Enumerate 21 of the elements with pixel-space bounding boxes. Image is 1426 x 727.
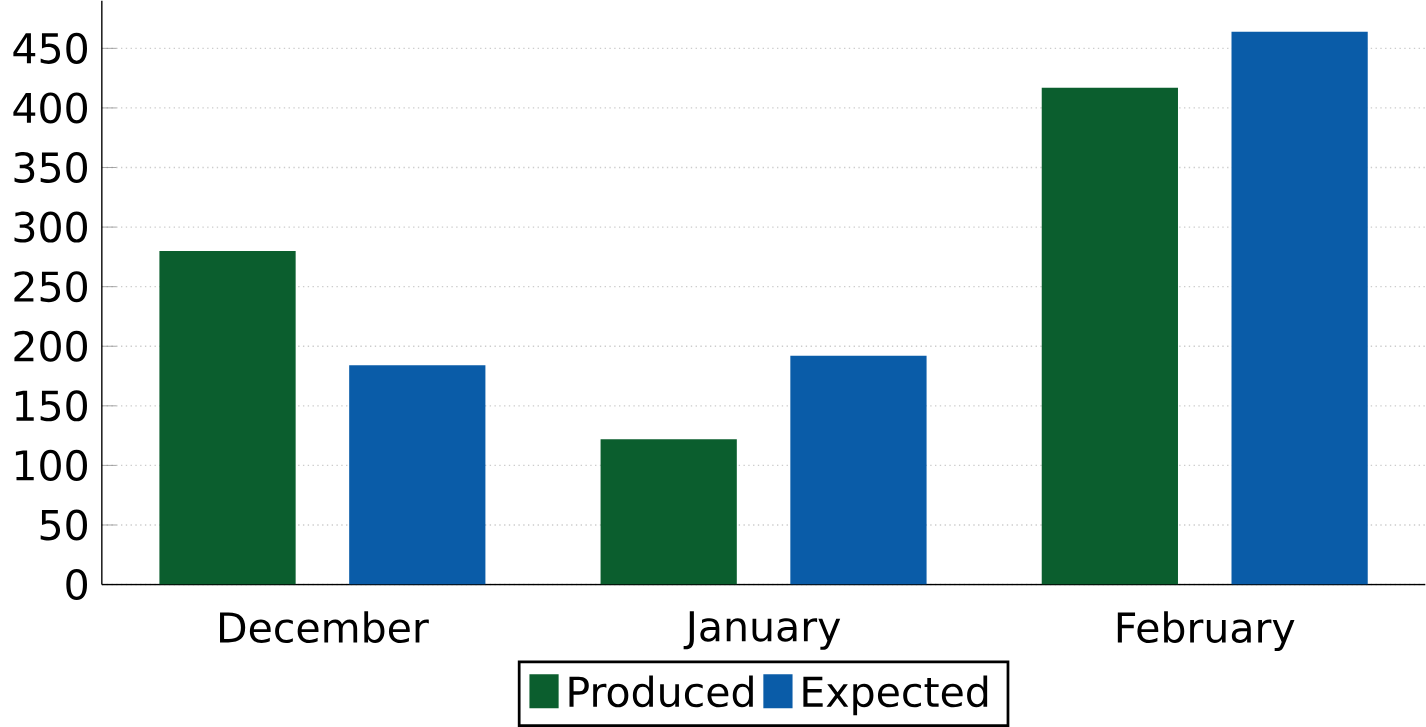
bar <box>790 355 927 585</box>
y-tick-label: 300 <box>14 211 87 243</box>
y-tick-label: 0 <box>66 569 88 601</box>
x-tick-label: December <box>220 611 429 644</box>
x-tick-label: January <box>683 611 841 650</box>
y-tick-label: 50 <box>40 509 88 541</box>
y-tick-label: 150 <box>15 390 87 422</box>
bar <box>600 439 737 585</box>
y-tick-label: 450 <box>13 32 87 64</box>
y-tick-label: 250 <box>14 271 87 303</box>
y-tick-label: 100 <box>15 449 87 481</box>
legend-label: Produced <box>569 675 753 708</box>
y-tick-label: 200 <box>14 330 87 362</box>
y-tick-label: 400 <box>13 92 87 124</box>
legend-label: Expected <box>803 675 988 716</box>
y-tick-label: 350 <box>14 152 87 184</box>
bar <box>349 365 486 585</box>
bar <box>159 250 296 585</box>
bar <box>1041 87 1178 585</box>
bar <box>1231 31 1368 585</box>
x-tick-label: February <box>1117 611 1295 652</box>
